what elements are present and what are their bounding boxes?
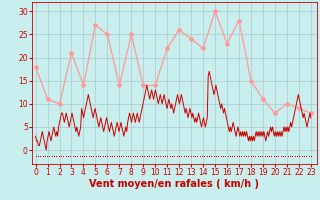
X-axis label: Vent moyen/en rafales ( km/h ): Vent moyen/en rafales ( km/h ) [89,179,260,189]
